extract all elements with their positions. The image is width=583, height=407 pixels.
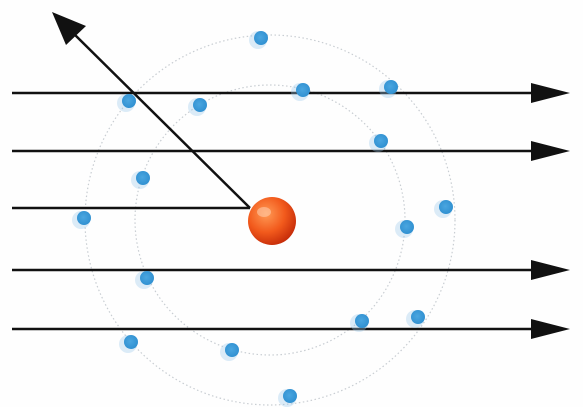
electron-icon [131, 171, 150, 189]
arrowhead-icon [531, 83, 570, 103]
electron-icon [119, 335, 138, 353]
electron-icon [291, 83, 310, 101]
electron-icon [72, 211, 91, 229]
electron-icon [188, 98, 207, 116]
electron-icon [350, 314, 369, 332]
inner-orbit [134, 84, 406, 356]
electron-icon [395, 220, 414, 238]
deflected-ray-outgoing [69, 29, 251, 209]
electron-icon [249, 31, 268, 49]
electron-icon [434, 200, 453, 218]
nucleus-icon [248, 197, 296, 245]
electron-icon [220, 343, 239, 361]
deflected-ray-group [12, 12, 251, 210]
electron-icon [135, 271, 154, 289]
electron-icon [369, 134, 388, 152]
arrowhead-icon [531, 319, 570, 339]
arrowhead-icon [52, 12, 86, 45]
electron-icon [379, 80, 398, 98]
electron-icon [117, 94, 136, 112]
arrowhead-icon [531, 260, 570, 280]
electron-icon [406, 310, 425, 328]
electron-icon [278, 389, 297, 407]
arrowhead-icon [531, 141, 570, 161]
straight-rays-group [12, 83, 570, 339]
electron-group [72, 31, 453, 407]
